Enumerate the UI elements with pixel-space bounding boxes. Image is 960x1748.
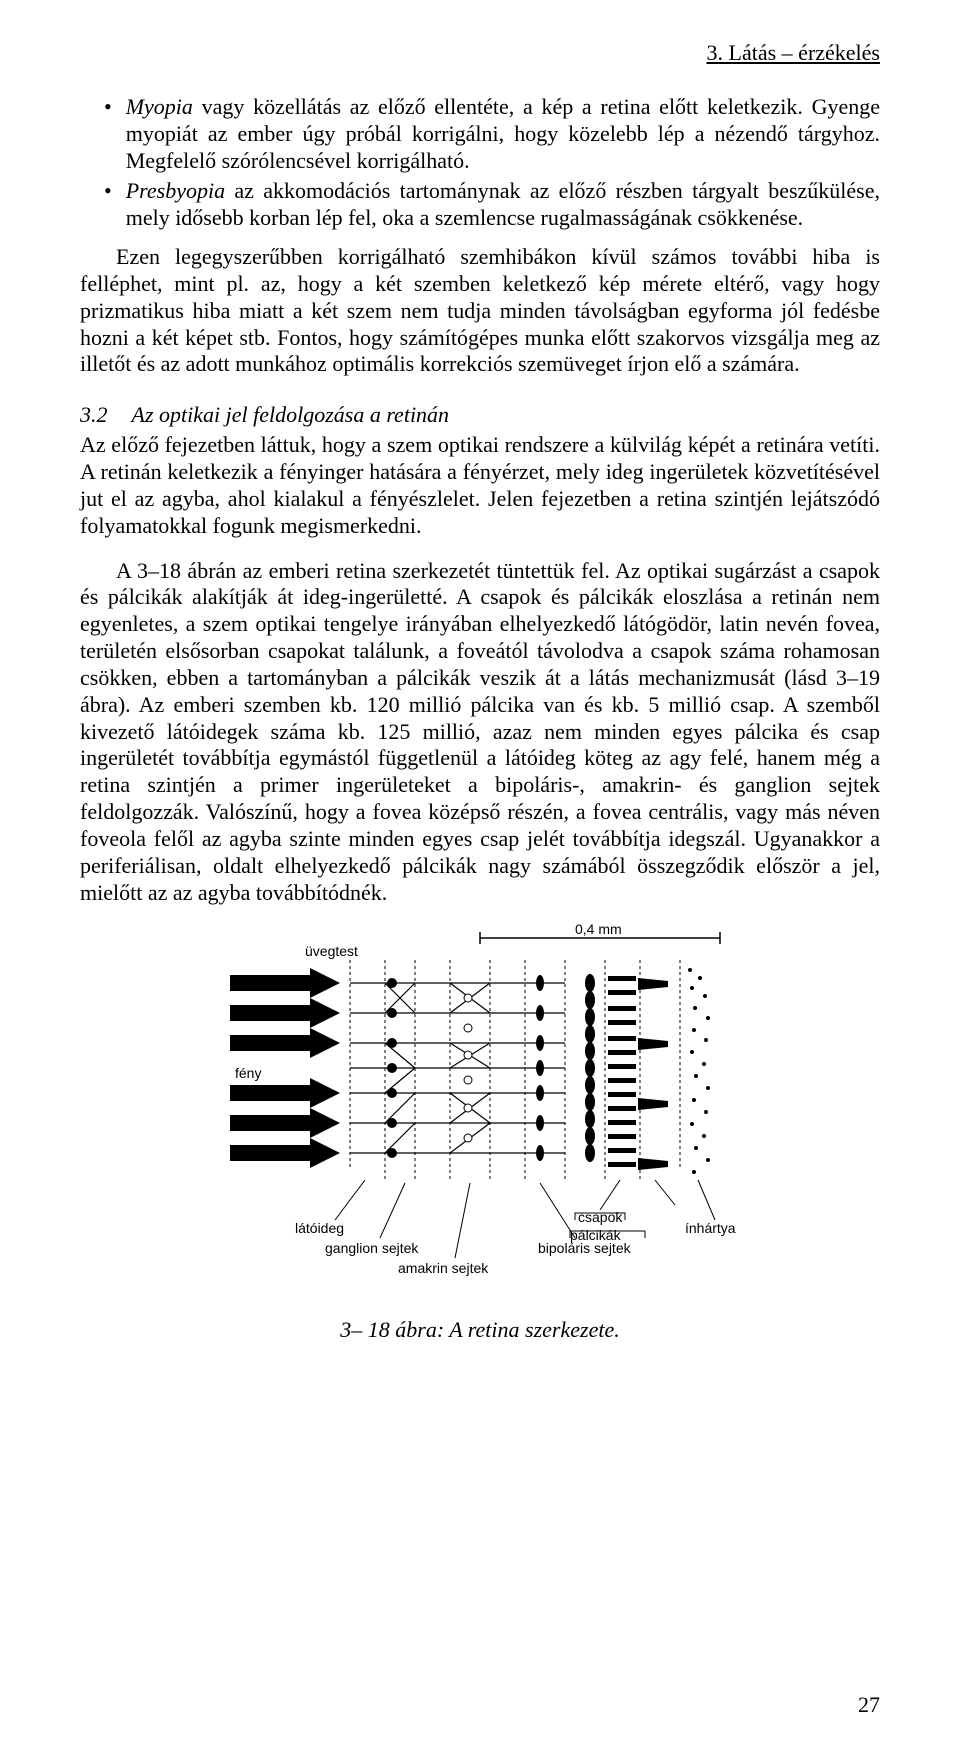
section-title: Az optikai jel feldolgozása a retinán [132, 402, 450, 428]
scalebar-label: 0,4 mm [575, 921, 622, 937]
paragraph-after-bullets: Ezen legegyszerűbben korrigálható szemhi… [80, 244, 880, 378]
page-number: 27 [858, 1692, 880, 1718]
bullet-item: • Presbyopia az akkomodációs tartományna… [104, 178, 880, 232]
label-latoideg: látóideg [295, 1220, 344, 1236]
label-feny: fény [235, 1065, 261, 1081]
bullet-lead-italic: Presbyopia [126, 178, 225, 203]
bullet-dot-icon: • [104, 94, 112, 174]
neural-wiring [350, 983, 565, 1153]
figure-3-18: 0,4 mm üvegtest fény [80, 920, 880, 1343]
label-ganglion: ganglion sejtek [325, 1240, 419, 1256]
body-paragraph-2: A 3–18 ábrán az emberi retina szerkezeté… [80, 558, 880, 907]
sclera-dots [688, 968, 710, 1174]
bullet-rest: az akkomodációs tartománynak az előző ré… [126, 178, 880, 230]
receptor-nuclei [585, 974, 595, 1162]
retina-structure-diagram: 0,4 mm üvegtest fény [220, 920, 740, 1290]
page-header: 3. Látás – érzékelés [80, 40, 880, 66]
bullet-dot-icon: • [104, 178, 112, 232]
bipolar-cells [536, 975, 544, 1161]
label-bipolaris: bipoláris sejtek [538, 1240, 632, 1256]
label-csapok: csapok [578, 1209, 623, 1225]
bullet-text: Myopia vagy közellátás az előző ellentét… [126, 94, 880, 174]
bullet-list: • Myopia vagy közellátás az előző ellent… [104, 94, 880, 232]
bullet-rest: vagy közellátás az előző ellentéte, a ké… [126, 94, 880, 173]
ganglion-cells [387, 978, 397, 1158]
label-uvegtest: üvegtest [305, 943, 358, 959]
label-inhartya: ínhártya [685, 1220, 736, 1236]
body-paragraph-1: Az előző fejezetben láttuk, hogy a szem … [80, 432, 880, 539]
cones [638, 978, 668, 1170]
bullet-text: Presbyopia az akkomodációs tartománynak … [126, 178, 880, 232]
label-amakrin: amakrin sejtek [398, 1260, 489, 1276]
bullet-lead-italic: Myopia [126, 94, 193, 119]
rods [608, 976, 636, 1167]
scale-bar: 0,4 mm [480, 921, 720, 944]
figure-caption: 3– 18 ábra: A retina szerkezete. [80, 1317, 880, 1343]
bullet-item: • Myopia vagy közellátás az előző ellent… [104, 94, 880, 174]
header-text: 3. Látás – érzékelés [707, 40, 880, 65]
section-number: 3.2 [80, 402, 108, 428]
section-heading: 3.2 Az optikai jel feldolgozása a retiná… [80, 402, 880, 428]
